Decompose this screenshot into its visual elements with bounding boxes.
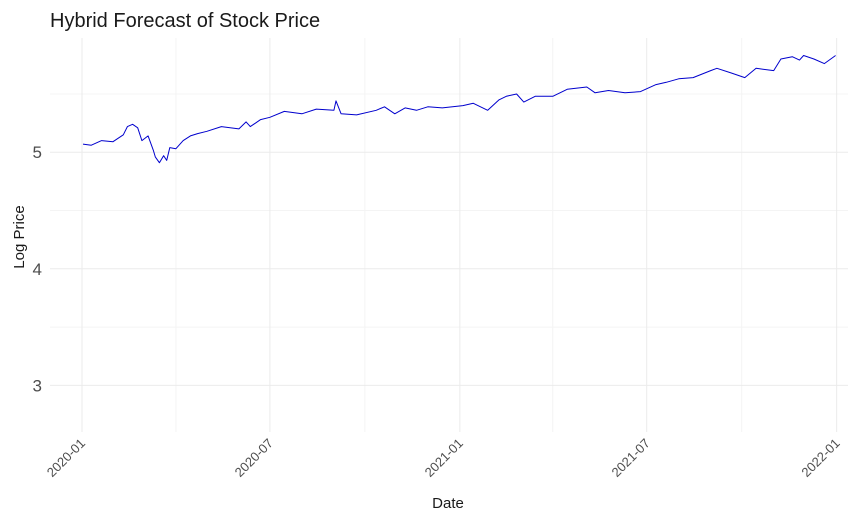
series-layer [82,55,836,164]
series-line [82,55,836,164]
y-tick-label: 5 [33,143,42,162]
x-tick-label: 2020-01 [44,436,88,480]
x-tick-label: 2022-01 [798,436,842,480]
x-axis-title: Date [432,495,464,512]
x-tick-label: 2021-01 [422,436,466,480]
gridlines [50,38,848,432]
y-axis-ticks: 3 4 5 [33,143,42,395]
chart-title: Hybrid Forecast of Stock Price [50,10,320,32]
x-tick-label: 2020-07 [232,436,276,480]
y-axis-title: Log Price [11,205,28,268]
y-tick-label: 4 [33,260,42,279]
x-tick-label: 2021-07 [608,436,652,480]
x-axis-ticks: 2020-01 2020-07 2021-01 2021-07 2022-01 [44,436,843,480]
y-tick-label: 3 [33,376,42,395]
